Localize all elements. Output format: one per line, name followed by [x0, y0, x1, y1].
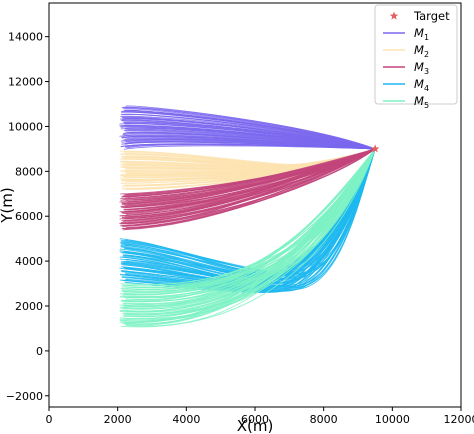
trajectory-line: [120, 148, 376, 328]
x-tick-label: 6000: [241, 413, 269, 426]
y-tick-label: 6000: [15, 210, 43, 223]
series-m5: [119, 148, 376, 328]
trajectory-line: [124, 109, 376, 150]
y-axis-ticks: −2000 0 2000 4000 6000 8000 10000 12000 14000: [6, 31, 49, 403]
y-tick-label: 0: [36, 345, 43, 358]
x-axis-ticks: 0 2000 4000 6000 8000 10000 12000: [46, 407, 474, 426]
target-star: [370, 144, 380, 153]
y-tick-label: 12000: [8, 76, 43, 89]
y-tick-label: 14000: [8, 31, 43, 44]
trajectory-line: [120, 148, 376, 286]
y-tick-label: 8000: [15, 165, 43, 178]
series-m3: [119, 148, 376, 231]
trajectory-line: [125, 148, 376, 225]
trajectory-line: [121, 113, 376, 150]
target-marker-layer: [370, 144, 380, 153]
trajectory-line: [124, 148, 376, 209]
legend-label: Target: [413, 9, 450, 23]
trajectory-line: [123, 148, 376, 310]
trajectory-line: [122, 148, 376, 197]
legend-target-marker: [389, 11, 399, 20]
legend-box: [374, 4, 458, 105]
y-axis-label: Y(m): [0, 187, 16, 223]
trajectory-line: [120, 148, 376, 288]
y-tick-label: 2000: [15, 300, 43, 313]
x-tick-label: 2000: [104, 413, 132, 426]
y-tick-label: 10000: [8, 120, 43, 133]
x-tick-label: 10000: [375, 413, 410, 426]
trajectory-line: [125, 148, 376, 195]
legend-subscript: 5: [424, 101, 429, 110]
x-tick-label: 8000: [310, 413, 338, 426]
trajectory-line: [120, 148, 376, 275]
y-tick-label: −2000: [6, 390, 43, 403]
trajectory-line: [125, 105, 376, 150]
trajectory-lines: [119, 105, 376, 328]
legend-subscript: 3: [424, 67, 429, 76]
legend-subscript: 4: [424, 84, 429, 93]
x-axis-label: X(m): [237, 417, 274, 434]
legend-subscript: 2: [424, 50, 429, 59]
x-tick-label: 12000: [444, 413, 474, 426]
y-tick-label: 4000: [15, 255, 43, 268]
series-m1: [119, 105, 376, 150]
x-tick-label: 0: [46, 413, 53, 426]
legend-subscript: 1: [424, 33, 429, 42]
x-tick-label: 4000: [172, 413, 200, 426]
trajectory-line: [125, 148, 376, 201]
